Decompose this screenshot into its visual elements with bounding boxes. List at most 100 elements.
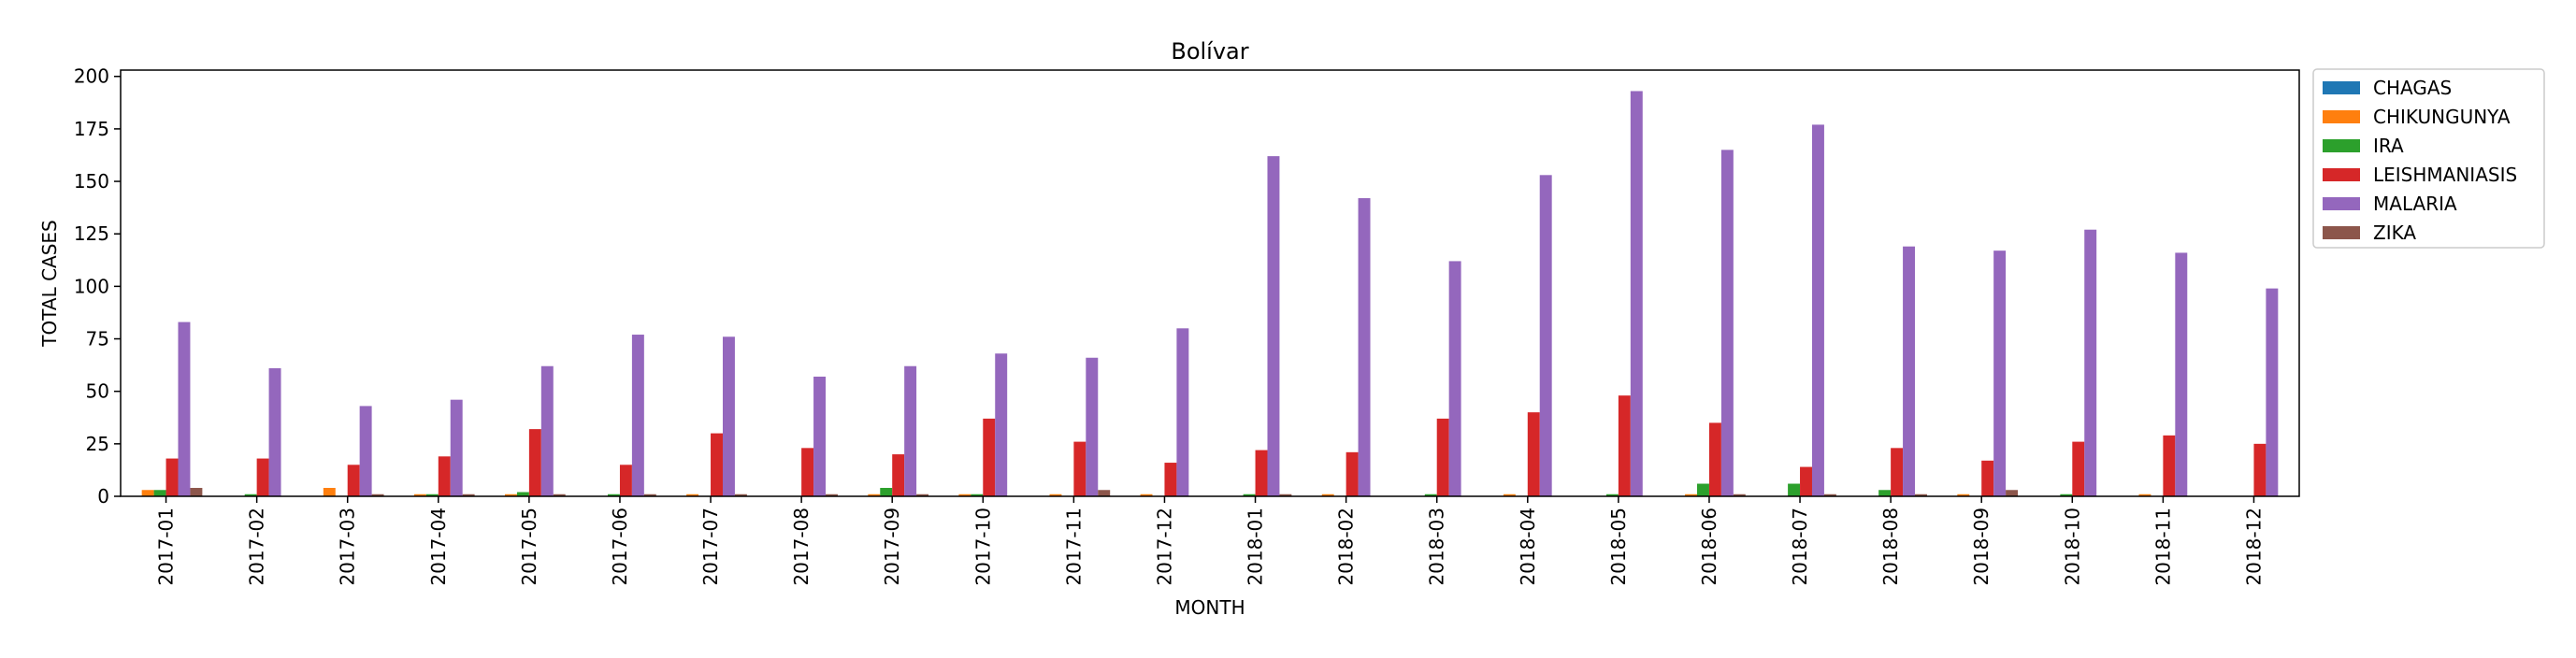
bar-chikungunya-2017-01 — [141, 490, 154, 496]
x-tick-label: 2018-10 — [2061, 508, 2083, 586]
chart-title: Bolívar — [1171, 38, 1248, 64]
bar-leishmaniasis-2018-01 — [1255, 450, 1268, 496]
y-tick-label: 25 — [86, 433, 109, 455]
bar-chikungunya-2017-10 — [958, 494, 971, 496]
x-tick-label: 2017-10 — [971, 508, 994, 586]
bar-leishmaniasis-2017-09 — [892, 454, 905, 496]
bar-chikungunya-2017-03 — [323, 488, 336, 496]
bar-malaria-2018-11 — [2175, 252, 2188, 496]
bar-malaria-2017-10 — [995, 353, 1008, 496]
bar-zika-2017-01 — [190, 488, 203, 496]
bar-malaria-2017-01 — [178, 322, 191, 496]
bar-malaria-2018-10 — [2084, 229, 2097, 496]
bar-leishmaniasis-2017-03 — [347, 465, 360, 496]
bar-ira-2017-01 — [153, 490, 166, 496]
bar-leishmaniasis-2017-12 — [1164, 463, 1177, 496]
x-tick-label: 2018-01 — [1245, 508, 1267, 586]
y-tick-label: 100 — [74, 275, 109, 297]
bar-leishmaniasis-2017-04 — [438, 456, 451, 496]
bar-ira-2018-05 — [1605, 494, 1619, 496]
legend-label-chikungunya: CHIKUNGUNYA — [2373, 106, 2511, 128]
bar-malaria-2018-02 — [1358, 198, 1371, 496]
bar-malaria-2018-06 — [1720, 150, 1734, 496]
bar-malaria-2017-09 — [904, 365, 917, 496]
bar-ira-2018-06 — [1697, 483, 1709, 496]
bar-ira-2017-06 — [608, 494, 620, 496]
bar-leishmaniasis-2017-07 — [711, 433, 723, 496]
bar-malaria-2017-06 — [631, 335, 644, 496]
bar-chikungunya-2018-06 — [1685, 494, 1698, 496]
x-tick-label: 2017-11 — [1062, 508, 1085, 586]
bar-leishmaniasis-2017-11 — [1073, 441, 1087, 496]
x-tick-label: 2018-12 — [2242, 508, 2265, 586]
legend-swatch-zika — [2323, 226, 2360, 239]
legend-swatch-malaria — [2323, 197, 2360, 210]
bar-malaria-2018-09 — [1993, 250, 2007, 496]
bar-ira-2017-05 — [516, 492, 529, 496]
bars-layer — [141, 91, 2279, 497]
bar-malaria-2018-07 — [1811, 124, 1824, 497]
bar-leishmaniasis-2017-10 — [983, 418, 996, 496]
bar-malaria-2018-12 — [2266, 288, 2279, 496]
bar-chikungunya-2018-02 — [1321, 494, 1334, 496]
bar-zika-2018-06 — [1733, 494, 1746, 496]
x-tick-label: 2017-09 — [881, 508, 903, 586]
bar-chikungunya-2017-04 — [413, 494, 426, 496]
x-tick-label: 2018-11 — [2151, 508, 2174, 586]
bar-leishmaniasis-2018-06 — [1708, 422, 1721, 496]
bar-malaria-2017-08 — [813, 376, 827, 496]
bar-leishmaniasis-2018-09 — [1981, 460, 1994, 496]
x-tick-label: 2017-12 — [1153, 508, 1175, 586]
bar-malaria-2018-01 — [1267, 156, 1280, 497]
bar-malaria-2017-04 — [450, 399, 463, 496]
bar-zika-2018-09 — [2006, 490, 2019, 496]
x-tick-label: 2018-08 — [1879, 508, 1902, 586]
x-tick-label: 2018-04 — [1517, 508, 1539, 586]
x-tick-label: 2017-01 — [155, 508, 178, 586]
y-tick-label: 75 — [86, 328, 109, 350]
legend-label-malaria: MALARIA — [2373, 193, 2457, 215]
bar-ira-2017-09 — [880, 488, 893, 496]
plot-frame — [120, 69, 2300, 497]
bar-malaria-2018-08 — [1903, 246, 1916, 496]
bar-zika-2017-11 — [1098, 490, 1111, 496]
bar-leishmaniasis-2017-06 — [619, 465, 632, 496]
bar-ira-2018-07 — [1788, 483, 1801, 496]
bar-malaria-2018-03 — [1448, 261, 1461, 496]
bar-ira-2018-01 — [1243, 494, 1256, 496]
bar-malaria-2018-04 — [1539, 175, 1552, 496]
bar-ira-2017-04 — [425, 494, 439, 496]
legend-swatch-leishmaniasis — [2323, 168, 2360, 181]
bar-malaria-2017-03 — [359, 406, 372, 496]
y-tick-label: 175 — [74, 118, 109, 140]
bar-zika-2017-09 — [916, 494, 929, 496]
x-axis: 2017-01 2017-02 2017-03 2017-04 2017-05 2017-… — [155, 496, 2265, 586]
x-tick-label: 2018-02 — [1335, 508, 1358, 586]
legend-label-chagas: CHAGAS — [2373, 77, 2452, 99]
x-tick-label: 2017-08 — [790, 508, 813, 586]
bar-leishmaniasis-2017-05 — [528, 429, 541, 496]
bar-leishmaniasis-2017-08 — [801, 448, 814, 496]
bar-zika-2017-05 — [553, 494, 566, 496]
bar-chikungunya-2017-11 — [1049, 494, 1062, 496]
legend-box — [2312, 68, 2545, 249]
bar-ira-2018-10 — [2060, 494, 2073, 496]
bar-leishmaniasis-2018-05 — [1618, 395, 1631, 496]
bar-malaria-2017-05 — [540, 365, 554, 496]
bar-chikungunya-2017-05 — [504, 494, 517, 496]
x-tick-label: 2018-06 — [1698, 508, 1720, 586]
bar-chikungunya-2018-09 — [1957, 494, 1970, 496]
bar-malaria-2017-07 — [722, 336, 735, 496]
x-axis-title: MONTH — [1174, 596, 1245, 619]
legend: CHAGAS CHIKUNGUNYA IRA LEISHMANIASIS MALARIA… — [2312, 68, 2545, 249]
x-tick-label: 2017-06 — [609, 508, 631, 586]
bar-ira-2018-03 — [1424, 494, 1437, 496]
y-tick-label: 150 — [74, 170, 109, 193]
bar-malaria-2017-11 — [1086, 357, 1099, 496]
x-tick-label: 2018-05 — [1607, 508, 1630, 586]
bar-chikungunya-2018-04 — [1503, 494, 1516, 496]
legend-label-zika: ZIKA — [2373, 222, 2416, 244]
x-tick-label: 2017-04 — [427, 508, 450, 586]
y-tick-label: 50 — [86, 380, 109, 403]
bar-chikungunya-2017-12 — [1140, 494, 1153, 496]
